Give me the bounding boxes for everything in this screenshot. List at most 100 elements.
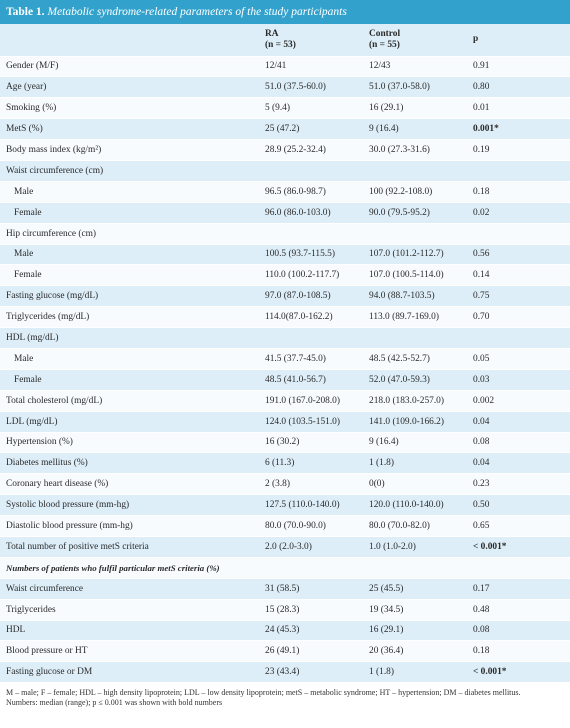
p-value: 0.02 (467, 202, 570, 224)
p-value: 0.18 (467, 181, 570, 203)
control-value: 94.0 (88.7-103.5) (363, 285, 467, 308)
p-value (467, 557, 570, 579)
table-row: Waist circumference (cm) (0, 160, 570, 182)
ra-value: 96.5 (86.0-98.7) (259, 181, 363, 203)
table-row: Female 110.0 (100.2-117.7) 107.0 (100.5-11… (0, 264, 570, 287)
header-ra-n: (n = 53) (265, 39, 296, 50)
table-row: Total cholesterol (mg/dL) 191.0 (167.0-20… (0, 390, 570, 412)
table-row: Fasting glucose or DM 23 (43.4) 1 (1.8) < 0… (0, 661, 570, 684)
row-label: Fasting glucose or DM (0, 661, 259, 684)
ra-value: 80.0 (70.0-90.0) (259, 515, 363, 537)
row-label: Diastolic blood pressure (mm-hg) (0, 515, 259, 537)
ra-value: 124.0 (103.5-151.0) (259, 411, 363, 433)
ra-value: 191.0 (167.0-208.0) (259, 390, 363, 412)
ra-value: 96.0 (86.0-103.0) (259, 202, 363, 224)
row-label: Blood pressure or HT (0, 640, 259, 663)
header-control-n: (n = 55) (369, 39, 400, 50)
row-label: Female (0, 264, 259, 287)
control-value: 141.0 (109.0-166.2) (363, 411, 467, 433)
row-label: MetS (%) (0, 118, 259, 141)
p-value: 0.91 (467, 56, 570, 78)
header-ra-label: RA (265, 28, 279, 39)
p-value: 0.14 (467, 264, 570, 287)
footnote-numbers: Numbers: median (range); p ≤ 0.001 was s… (6, 697, 223, 707)
p-value: 0.002 (467, 390, 570, 412)
row-label: Female (0, 369, 259, 391)
table-row: Fasting glucose (mg/dL) 97.0 (87.0-108.5)… (0, 285, 570, 308)
table-row: Male 96.5 (86.0-98.7) 100 (92.2-108.0) 0.18 (0, 181, 570, 203)
ra-value: 24 (45.3) (259, 620, 363, 642)
control-value: 9 (16.4) (363, 432, 467, 454)
ra-value: 41.5 (37.7-45.0) (259, 348, 363, 370)
metabolic-parameters-table: RA (n = 53) Control (n = 55) p Gender (M… (0, 24, 570, 684)
ra-value: 2 (3.8) (259, 473, 363, 496)
table-row: Diastolic blood pressure (mm-hg) 80.0 (70… (0, 515, 570, 537)
control-value (363, 557, 467, 579)
control-value: 52.0 (47.0-59.3) (363, 369, 467, 391)
ra-value: 26 (49.1) (259, 640, 363, 663)
row-label: HDL (mg/dL) (0, 327, 259, 349)
control-value (363, 327, 467, 349)
control-value: 30.0 (27.3-31.6) (363, 139, 467, 161)
row-label: Systolic blood pressure (mm-hg) (0, 494, 259, 517)
control-value: 1 (1.8) (363, 661, 467, 684)
row-label: Male (0, 244, 259, 266)
row-label: Male (0, 348, 259, 370)
control-value: 107.0 (100.5-114.0) (363, 264, 467, 287)
table-row: MetS (%) 25 (47.2) 9 (16.4) 0.001* (0, 118, 570, 141)
control-value (363, 223, 467, 245)
p-value (467, 223, 570, 245)
header-ra: RA (n = 53) (259, 24, 363, 57)
ra-value (259, 557, 363, 579)
table-row: Male 41.5 (37.7-45.0) 48.5 (42.5-52.7) 0.05 (0, 348, 570, 370)
table-row: Female 96.0 (86.0-103.0) 90.0 (79.5-95.2) 0… (0, 202, 570, 224)
p-value: 0.48 (467, 599, 570, 621)
table-row: Smoking (%) 5 (9.4) 16 (29.1) 0.01 (0, 97, 570, 120)
row-label: Hypertension (%) (0, 432, 259, 454)
p-value: < 0.001* (467, 661, 570, 684)
ra-value: 25 (47.2) (259, 118, 363, 141)
ra-value: 114.0(87.0-162.2) (259, 306, 363, 329)
row-label: LDL (mg/dL) (0, 411, 259, 433)
ra-value: 127.5 (110.0-140.0) (259, 494, 363, 517)
control-value: 19 (34.5) (363, 599, 467, 621)
table-row: HDL (mg/dL) (0, 327, 570, 349)
p-value: 0.50 (467, 494, 570, 517)
ra-value: 23 (43.4) (259, 661, 363, 684)
p-value: 0.04 (467, 452, 570, 475)
header-control-label: Control (369, 28, 401, 39)
table-row: Body mass index (kg/m²) 28.9 (25.2-32.4) 3… (0, 139, 570, 161)
p-value: 0.08 (467, 620, 570, 642)
control-value: 80.0 (70.0-82.0) (363, 515, 467, 537)
control-value (363, 160, 467, 182)
row-label: Hip circumference (cm) (0, 223, 259, 245)
p-value: 0.23 (467, 473, 570, 496)
row-label: Total cholesterol (mg/dL) (0, 390, 259, 412)
table-row: Systolic blood pressure (mm-hg) 127.5 (11… (0, 494, 570, 517)
ra-value: 6 (11.3) (259, 452, 363, 475)
row-label: Fasting glucose (mg/dL) (0, 285, 259, 308)
header-control: Control (n = 55) (363, 24, 467, 57)
table-row: Total number of positive metS criteria 2.… (0, 536, 570, 558)
table-row: Triglycerides (mg/dL) 114.0(87.0-162.2) 11… (0, 306, 570, 329)
table-row: Triglycerides 15 (28.3) 19 (34.5) 0.48 (0, 599, 570, 621)
p-value: 0.001* (467, 118, 570, 141)
row-label: Gender (M/F) (0, 56, 259, 78)
table-row: Hip circumference (cm) (0, 223, 570, 245)
ra-value: 5 (9.4) (259, 97, 363, 120)
ra-value: 31 (58.5) (259, 578, 363, 600)
table-row: Male 100.5 (93.7-115.5) 107.0 (101.2-112.7… (0, 244, 570, 266)
footnote-abbreviations: M – male; F – female; HDL – high density… (6, 688, 521, 698)
table-row: Waist circumference 31 (58.5) 25 (45.5) 0.1… (0, 578, 570, 600)
p-value: 0.56 (467, 244, 570, 266)
p-value: 0.05 (467, 348, 570, 370)
ra-value: 110.0 (100.2-117.7) (259, 264, 363, 287)
row-label: Triglycerides (mg/dL) (0, 306, 259, 329)
table-title: Metabolic syndrome-related parameters of… (47, 6, 347, 18)
row-label: Waist circumference (0, 578, 259, 600)
control-value: 120.0 (110.0-140.0) (363, 494, 467, 517)
p-value: 0.65 (467, 515, 570, 537)
control-value: 107.0 (101.2-112.7) (363, 244, 467, 266)
ra-value (259, 327, 363, 349)
row-label: Triglycerides (0, 599, 259, 621)
